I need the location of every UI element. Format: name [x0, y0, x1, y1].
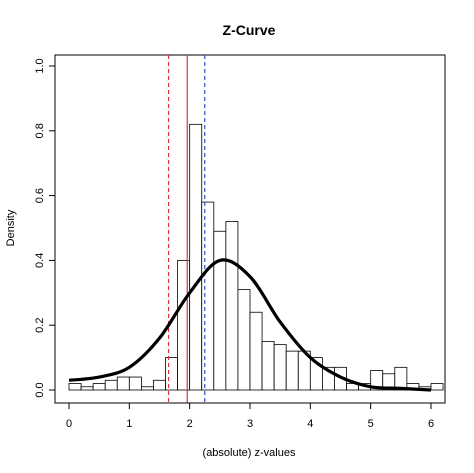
y-tick-label-3: 0.6: [34, 188, 46, 203]
histogram-bar-6: [140, 386, 154, 391]
histogram-bar-1: [80, 386, 94, 391]
x-tick-label-1: 1: [126, 418, 132, 430]
histogram-bar-12: [213, 230, 227, 391]
x-tick-label-3: 3: [247, 418, 253, 430]
histogram-bar-17: [273, 344, 287, 391]
histogram-bar-30: [430, 383, 444, 391]
histogram-bar-5: [128, 376, 142, 391]
y-tick-label-0: 0.0: [34, 382, 46, 397]
histogram-bar-11: [201, 201, 215, 391]
x-axis-label: (absolute) z-values: [203, 447, 296, 459]
x-tick-label-2: 2: [187, 418, 193, 430]
y-tick-label-4: 0.8: [34, 123, 46, 138]
y-axis: 0.0 0.2 0.4 0.6 0.8 1.0: [34, 58, 56, 398]
x-tick-label-4: 4: [307, 418, 313, 430]
density-curve-layer: [68, 258, 432, 392]
x-axis: 0 1 2 3 4 5 6: [66, 402, 434, 430]
histogram-bar-2: [92, 383, 106, 391]
y-tick-label-1: 0.2: [34, 318, 46, 333]
histogram-bar-0: [68, 383, 82, 391]
chart-title: Z-Curve: [223, 22, 276, 38]
histogram-bar-7: [153, 379, 166, 391]
x-tick-label-6: 6: [428, 418, 434, 430]
histogram-bar-15: [249, 311, 263, 391]
histogram-bar-18: [285, 350, 299, 391]
histogram-bar-10: [189, 123, 203, 391]
histogram: [68, 123, 444, 391]
x-tick-label-5: 5: [368, 418, 374, 430]
y-tick-label-2: 0.4: [34, 253, 46, 268]
histogram-bar-13: [225, 221, 239, 391]
reference-lines: [167, 55, 206, 403]
histogram-bar-8: [165, 357, 179, 391]
histogram-bar-14: [237, 289, 251, 391]
histogram-bar-16: [261, 340, 275, 391]
x-tick-label-0: 0: [66, 418, 72, 430]
y-tick-label-5: 1.0: [34, 58, 46, 73]
histogram-bar-27: [394, 366, 408, 391]
density-curve: [68, 258, 432, 392]
y-axis-label: Density: [5, 209, 17, 246]
histogram-bar-3: [104, 379, 118, 391]
histogram-bar-4: [116, 376, 130, 391]
histogram-bar-9: [177, 259, 191, 391]
